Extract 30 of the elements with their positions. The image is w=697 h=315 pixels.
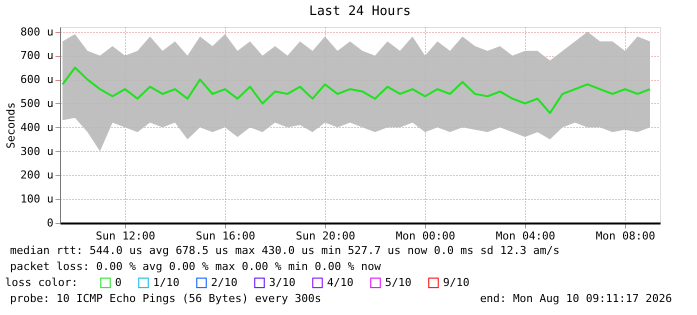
y-tick-label: 700 u — [20, 49, 54, 62]
chart-title: Last 24 Hours — [309, 4, 411, 19]
x-tick-label: Sun 20:00 — [296, 230, 356, 242]
legend-label: 4/10 — [327, 276, 354, 289]
legend-label: 5/10 — [385, 276, 412, 289]
x-tick-label: Mon 08:00 — [596, 230, 656, 242]
y-tick-label: 200 u — [20, 168, 54, 182]
x-tick-label: Sun 12:00 — [96, 230, 156, 242]
y-axis-title: Seconds — [4, 102, 18, 149]
y-tick-label: 600 u — [20, 73, 54, 86]
text: end: Mon Aug 10 09:11:17 2026 — [480, 292, 672, 305]
y-tick-label: 400 u — [20, 120, 54, 134]
text: median rtt: 544.0 us avg 678.5 us max 430.0 us min 527.7 us now 0.0 ms sd 12.3 am/s — [10, 244, 560, 257]
text: probe: 10 ICMP Echo Pings (56 Bytes) every 300s — [10, 292, 322, 305]
y-tick-label: 100 u — [20, 192, 54, 206]
text: packet loss: 0.00 % avg 0.00 % max 0.00 % min 0.00 % now — [10, 260, 382, 273]
legend-label: 3/10 — [269, 276, 296, 289]
y-tick-label: 500 u — [20, 96, 54, 110]
legend-label: 1/10 — [153, 276, 180, 289]
legend-label: 0 — [115, 276, 122, 289]
legend-title: loss color: — [5, 276, 78, 289]
x-tick-label: Mon 04:00 — [496, 230, 556, 242]
x-tick-label: Mon 00:00 — [396, 230, 456, 242]
y-tick-label: 0 — [46, 216, 54, 230]
x-tick-label: Sun 16:00 — [196, 230, 256, 242]
legend-label: 9/10 — [443, 276, 470, 289]
line-series — [62, 66, 651, 114]
y-tick-label: 300 u — [20, 144, 54, 158]
y-tick-label: 800 u — [20, 25, 54, 38]
legend-label: 2/10 — [211, 276, 238, 289]
